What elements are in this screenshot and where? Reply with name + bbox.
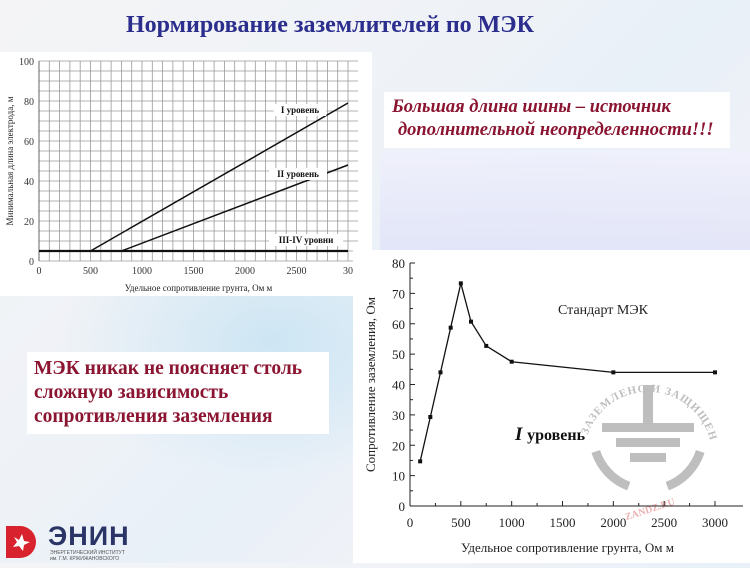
x-axis-label: Удельное сопротивление грунта, Ом м <box>461 540 674 555</box>
callout-line: сопротивления заземления <box>34 406 273 427</box>
x-tick-label: 2500 <box>287 266 307 277</box>
x-tick-label: 1000 <box>499 515 525 530</box>
logo-subtitle: им. Г.М. КРЖИЖАНОВСКОГО <box>50 556 120 562</box>
callout-line: МЭК никак не поясняет столь <box>34 358 303 379</box>
y-axis-label: Минимальная длина электрода, м <box>5 96 15 225</box>
chart-annotation: Стандарт МЭК <box>558 303 649 318</box>
callout-line: дополнительной неопределенности!!! <box>398 120 714 140</box>
y-tick-label: 50 <box>392 347 405 362</box>
y-tick-label: 0 <box>399 499 406 514</box>
svg-text:ЗАЗЕМЛЕНО И ЗАЩИЩЕНО: ЗАЗЕМЛЕНО И ЗАЩИЩЕНО <box>353 250 719 442</box>
y-tick-label: 80 <box>392 256 405 271</box>
x-tick-label: 500 <box>451 515 471 530</box>
electrode-length-chart: 0 20 40 60 80 100 0 500 1000 1500 2000 2500 30 Удельн… <box>0 52 372 296</box>
series-label: I уровень <box>514 424 586 445</box>
y-axis-label: Сопротивление заземления, Ом <box>363 297 378 472</box>
x-tick-label: 1500 <box>184 266 204 277</box>
data-point <box>484 343 489 348</box>
y-tick-label: 60 <box>24 137 34 148</box>
data-point <box>611 370 616 375</box>
data-point <box>448 325 453 330</box>
x-tick-label: 2000 <box>235 266 255 277</box>
data-point <box>428 415 433 420</box>
y-tick-label: 0 <box>29 257 34 268</box>
y-tick-label: 30 <box>392 408 405 423</box>
data-point <box>438 370 443 375</box>
bus-length-callout: Большая длина шины – источник дополнител… <box>384 92 730 148</box>
x-tick-label: 1500 <box>550 515 576 530</box>
y-tick-label: 20 <box>392 438 405 453</box>
iec-dependency-callout: МЭК никак не поясняет столь сложную зави… <box>27 352 329 434</box>
grounding-resistance-chart-svg: ЗАЗЕМЛЕНО И ЗАЩИЩЕНОZANDZ.RU0 10 20 30 40 50 6… <box>348 241 743 555</box>
series-label: III-IV уровни <box>279 235 334 245</box>
logo-name: ЭНИН <box>48 521 130 551</box>
x-axis-label: Удельное сопротивление грунта, Ом м <box>125 283 273 293</box>
slide-title: Нормирование заземлителей по МЭК <box>126 12 534 38</box>
x-tick-label: 0 <box>37 266 42 277</box>
y-tick-label: 70 <box>392 286 405 301</box>
grounding-resistance-chart: ЗАЗЕМЛЕНО И ЗАЩИЩЕНОZANDZ.RU0 10 20 30 40 50 6… <box>348 241 750 563</box>
data-point <box>713 370 717 375</box>
y-tick-label: 40 <box>24 177 34 188</box>
callout-line: Большая длина шины – источник <box>392 97 671 117</box>
y-tick-label: 100 <box>19 57 34 68</box>
background-decoration <box>380 150 750 250</box>
x-tick-label: 2500 <box>651 515 677 530</box>
callout-line: сложную зависимость <box>34 382 229 403</box>
y-tick-label: 10 <box>392 469 405 484</box>
logo-subtitle: ЭНЕРГЕТИЧЕСКИЙ ИНСТИТУТ <box>50 550 125 556</box>
x-tick-label: 3000 <box>702 515 728 530</box>
x-tick-label: 30 <box>343 266 353 277</box>
series-label: II уровень <box>277 169 319 179</box>
y-tick-label: 20 <box>24 217 34 228</box>
y-tick-label: 60 <box>392 317 405 332</box>
x-tick-label: 2000 <box>600 515 626 530</box>
y-tick-label: 80 <box>24 97 34 108</box>
data-point <box>458 281 463 286</box>
x-tick-label: 1000 <box>132 266 152 277</box>
zandz-watermark: ЗАЗЕМЛЕНО И ЗАЩИЩЕНОZANDZ.RU <box>348 241 719 523</box>
enin-logo: ЭНИН ЭНЕРГЕТИЧЕСКИЙ ИНСТИТУТ им. Г.М. КР… <box>4 521 154 562</box>
x-tick-label: 500 <box>83 266 98 277</box>
enin-logo-icon <box>6 526 36 558</box>
y-tick-label: 40 <box>392 378 405 393</box>
data-point <box>509 359 514 364</box>
grid <box>38 60 358 262</box>
series-label: I уровень <box>281 105 320 115</box>
data-point <box>469 319 473 324</box>
x-tick-label: 0 <box>407 515 414 530</box>
series-line <box>419 283 715 462</box>
data-point <box>418 459 423 464</box>
